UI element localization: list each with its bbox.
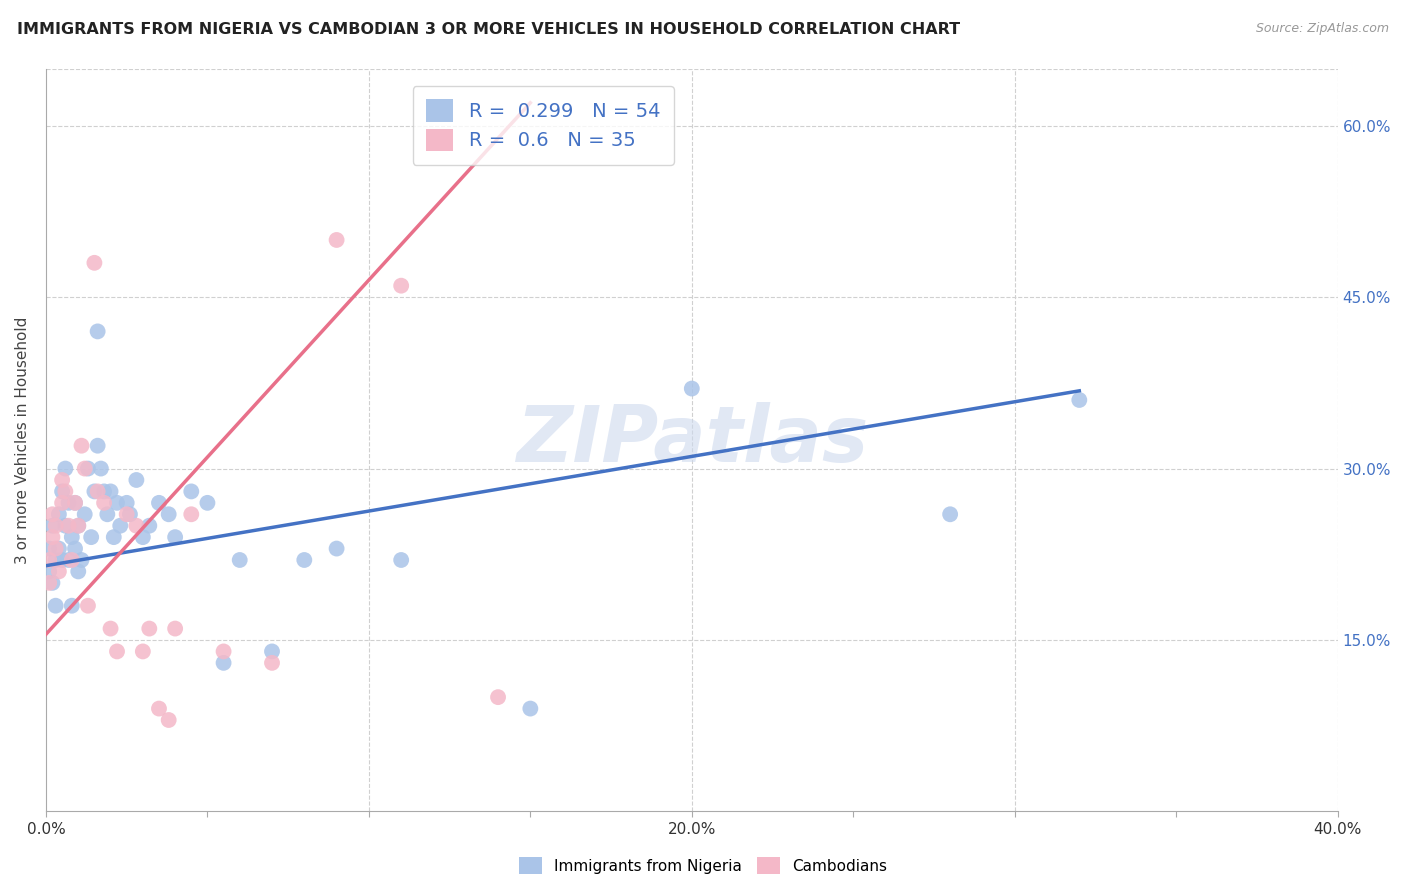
Point bbox=[77, 461, 100, 475]
Point bbox=[93, 496, 115, 510]
Point bbox=[38, 565, 60, 579]
Point bbox=[138, 622, 160, 636]
Point bbox=[48, 508, 70, 522]
Point bbox=[70, 439, 93, 453]
Point bbox=[60, 599, 83, 613]
Point bbox=[67, 518, 90, 533]
Point bbox=[486, 690, 509, 705]
Point bbox=[86, 484, 108, 499]
Point bbox=[67, 518, 90, 533]
Point bbox=[38, 575, 60, 590]
Point bbox=[260, 644, 283, 658]
Point bbox=[45, 553, 67, 567]
Point bbox=[100, 622, 122, 636]
Point bbox=[77, 599, 100, 613]
Point bbox=[103, 530, 125, 544]
Legend: Immigrants from Nigeria, Cambodians: Immigrants from Nigeria, Cambodians bbox=[513, 851, 893, 880]
Point bbox=[96, 508, 118, 522]
Point bbox=[63, 541, 86, 556]
Point bbox=[41, 508, 63, 522]
Point bbox=[51, 473, 73, 487]
Point bbox=[45, 541, 67, 556]
Point bbox=[73, 461, 96, 475]
Point bbox=[73, 508, 96, 522]
Point bbox=[389, 553, 412, 567]
Y-axis label: 3 or more Vehicles in Household: 3 or more Vehicles in Household bbox=[15, 317, 30, 564]
Point bbox=[118, 508, 141, 522]
Text: IMMIGRANTS FROM NIGERIA VS CAMBODIAN 3 OR MORE VEHICLES IN HOUSEHOLD CORRELATION: IMMIGRANTS FROM NIGERIA VS CAMBODIAN 3 O… bbox=[17, 22, 960, 37]
Point bbox=[53, 484, 76, 499]
Text: ZIPatlas: ZIPatlas bbox=[516, 402, 868, 478]
Point bbox=[67, 565, 90, 579]
Point bbox=[325, 541, 347, 556]
Point bbox=[41, 530, 63, 544]
Point bbox=[86, 439, 108, 453]
Point bbox=[45, 518, 67, 533]
Point bbox=[105, 644, 128, 658]
Point bbox=[165, 622, 187, 636]
Point bbox=[70, 553, 93, 567]
Point bbox=[138, 518, 160, 533]
Point bbox=[38, 541, 60, 556]
Point bbox=[63, 496, 86, 510]
Point bbox=[212, 656, 235, 670]
Point bbox=[165, 530, 187, 544]
Point bbox=[292, 553, 315, 567]
Point bbox=[63, 496, 86, 510]
Point bbox=[157, 508, 180, 522]
Point bbox=[90, 461, 112, 475]
Point bbox=[148, 496, 170, 510]
Point bbox=[60, 530, 83, 544]
Point bbox=[51, 496, 73, 510]
Point bbox=[83, 484, 105, 499]
Point bbox=[180, 484, 202, 499]
Point bbox=[53, 518, 76, 533]
Point bbox=[681, 382, 703, 396]
Point bbox=[51, 553, 73, 567]
Point bbox=[48, 541, 70, 556]
Point bbox=[60, 553, 83, 567]
Point bbox=[45, 599, 67, 613]
Point bbox=[260, 656, 283, 670]
Point bbox=[157, 713, 180, 727]
Point bbox=[148, 701, 170, 715]
Point bbox=[58, 553, 80, 567]
Point bbox=[41, 575, 63, 590]
Point bbox=[105, 496, 128, 510]
Point bbox=[86, 325, 108, 339]
Point bbox=[325, 233, 347, 247]
Legend: R =  0.299   N = 54, R =  0.6   N = 35: R = 0.299 N = 54, R = 0.6 N = 35 bbox=[412, 86, 673, 165]
Point bbox=[228, 553, 250, 567]
Point bbox=[58, 518, 80, 533]
Point bbox=[38, 553, 60, 567]
Point bbox=[212, 644, 235, 658]
Point bbox=[93, 484, 115, 499]
Point bbox=[389, 278, 412, 293]
Point bbox=[100, 484, 122, 499]
Point bbox=[125, 518, 148, 533]
Point bbox=[180, 508, 202, 522]
Point bbox=[115, 496, 138, 510]
Point bbox=[41, 518, 63, 533]
Point bbox=[51, 484, 73, 499]
Point bbox=[58, 496, 80, 510]
Point bbox=[53, 461, 76, 475]
Point bbox=[519, 701, 541, 715]
Point bbox=[939, 508, 962, 522]
Point bbox=[125, 473, 148, 487]
Text: Source: ZipAtlas.com: Source: ZipAtlas.com bbox=[1256, 22, 1389, 36]
Point bbox=[115, 508, 138, 522]
Point bbox=[132, 530, 155, 544]
Point bbox=[110, 518, 132, 533]
Point bbox=[197, 496, 219, 510]
Point bbox=[83, 256, 105, 270]
Point bbox=[1069, 392, 1091, 407]
Point bbox=[48, 565, 70, 579]
Point bbox=[132, 644, 155, 658]
Point bbox=[80, 530, 103, 544]
